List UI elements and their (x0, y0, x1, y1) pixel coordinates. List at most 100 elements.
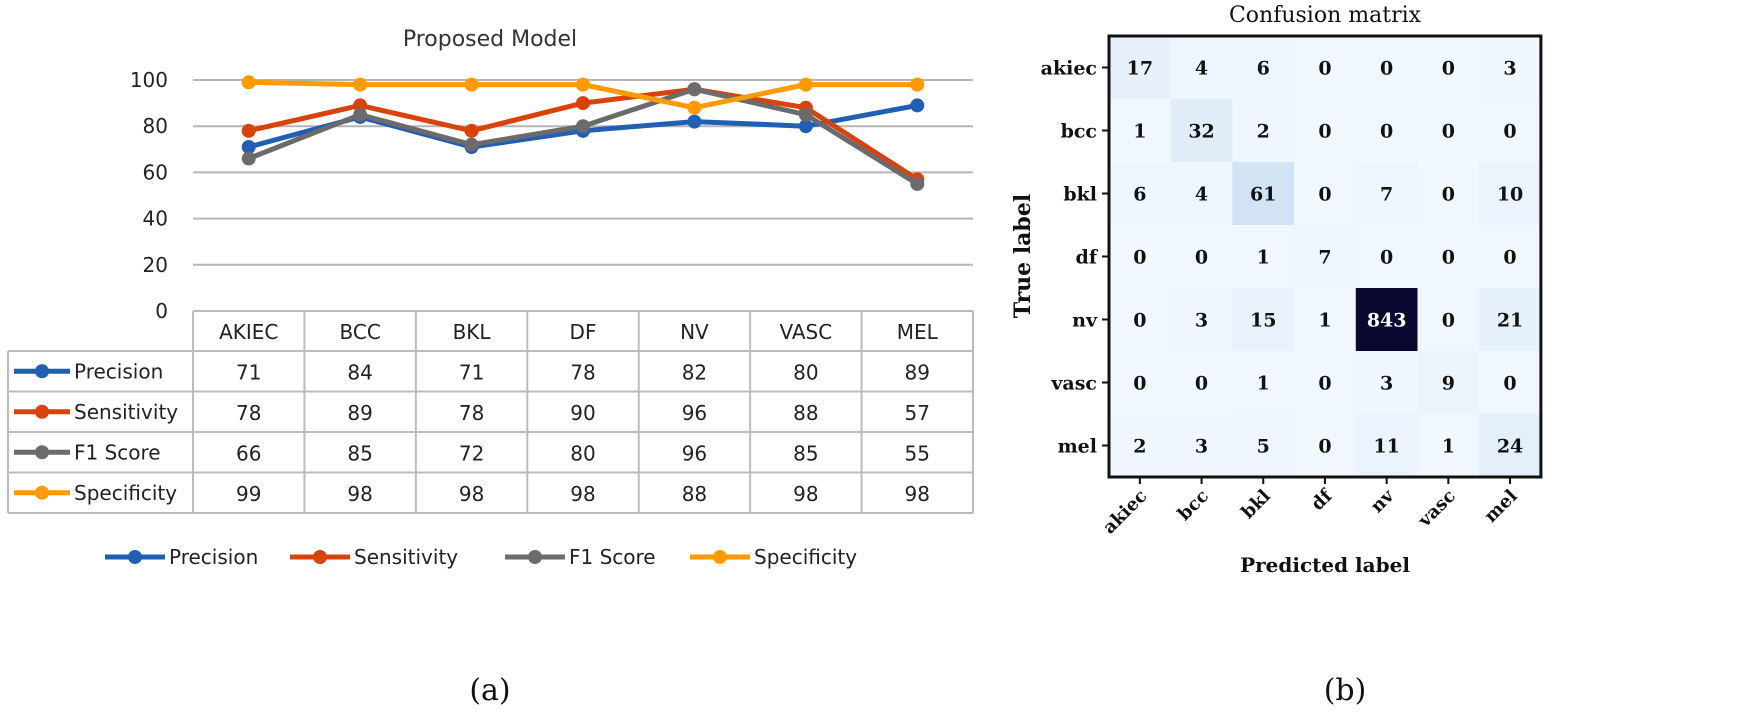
matrix-cell-value: 0 (1133, 247, 1146, 269)
data-point (464, 137, 479, 152)
x-category-label: NV (680, 320, 709, 344)
matrix-cell-value: 0 (1442, 121, 1455, 143)
matrix-cell-value: 0 (1133, 310, 1146, 332)
table-cell-value: 82 (682, 360, 707, 384)
matrix-title: Confusion matrix (1229, 3, 1422, 28)
chart-title: Proposed Model (403, 27, 577, 52)
matrix-cell (1294, 288, 1357, 352)
matrix-cell-value: 9 (1442, 373, 1455, 395)
matrix-cell-value: 0 (1503, 247, 1516, 269)
matrix-cell (1170, 162, 1233, 226)
data-point (241, 151, 256, 166)
matrix-cell (1109, 351, 1172, 415)
table-legend-marker (35, 485, 49, 500)
matrix-cell (1294, 225, 1357, 289)
matrix-cell (1170, 225, 1233, 289)
table-cell-value: 98 (570, 482, 595, 506)
matrix-cell (1417, 414, 1480, 478)
x-category-label: DF (570, 320, 597, 344)
y-tick-label: vasc (1050, 373, 1097, 395)
data-point (576, 119, 590, 134)
matrix-cell (1170, 99, 1233, 163)
legend-marker (313, 550, 327, 564)
y-tick-label: 40 (143, 207, 168, 231)
data-point (353, 107, 368, 122)
table-cell-value: 71 (236, 360, 261, 384)
x-tick-label: bcc (1174, 486, 1213, 525)
y-tick-label: mel (1058, 436, 1097, 458)
matrix-cell-value: 0 (1318, 373, 1331, 395)
data-point (241, 139, 256, 154)
x-tick-label: nv (1367, 485, 1399, 517)
table-cell-value: 80 (793, 360, 818, 384)
data-point (464, 123, 479, 138)
matrix-cell-value: 0 (1503, 373, 1516, 395)
table-cell-value: 71 (459, 360, 484, 384)
matrix-cell (1170, 288, 1233, 352)
matrix-cell-value: 21 (1497, 310, 1523, 332)
matrix-cell (1479, 225, 1542, 289)
table-cell-value: 85 (347, 441, 372, 465)
table-cell-value: 84 (347, 360, 372, 384)
table-cell-value: 96 (682, 441, 707, 465)
matrix-cell (1232, 36, 1295, 100)
x-tick-label: df (1307, 485, 1337, 515)
table-cell-value: 88 (682, 482, 707, 506)
legend-marker (128, 550, 142, 564)
matrix-cell-value: 7 (1380, 184, 1393, 206)
data-point (241, 75, 256, 90)
table-cell-value: 98 (793, 482, 818, 506)
data-point (353, 77, 368, 92)
series-f1-score (241, 82, 925, 191)
matrix-cell (1232, 99, 1295, 163)
y-tick-label: akiec (1041, 58, 1097, 80)
matrix-cell-value: 0 (1380, 121, 1393, 143)
matrix-cell-value: 3 (1195, 310, 1208, 332)
matrix-cell (1355, 36, 1418, 100)
x-category-label: MEL (897, 320, 939, 344)
matrix-cell-value: 15 (1250, 310, 1276, 332)
matrix-cell-value: 10 (1497, 184, 1523, 206)
matrix-cell (1417, 288, 1480, 352)
data-point (241, 123, 256, 138)
table-legend-marker (35, 364, 49, 379)
y-tick-label: 60 (143, 160, 168, 184)
data-point (798, 107, 813, 122)
matrix-cell-value: 61 (1250, 184, 1276, 206)
matrix-cell-value: 0 (1380, 247, 1393, 269)
matrix-cell-value: 0 (1442, 247, 1455, 269)
matrix-cell-value: 5 (1257, 436, 1270, 458)
matrix-cell (1109, 288, 1172, 352)
matrix-cell-value: 843 (1367, 310, 1407, 332)
matrix-cell-value: 1 (1318, 310, 1331, 332)
y-tick-label: 20 (143, 253, 168, 277)
matrix-cell-value: 1 (1442, 436, 1455, 458)
matrix-cell-value: 0 (1442, 310, 1455, 332)
table-cell-value: 98 (347, 482, 372, 506)
table-cell-value: 99 (236, 482, 261, 506)
matrix-cell (1355, 288, 1418, 352)
matrix-cell-value: 1 (1133, 121, 1146, 143)
matrix-cell-value: 0 (1195, 373, 1208, 395)
matrix-cell-value: 0 (1503, 121, 1516, 143)
matrix-cell-value: 11 (1373, 436, 1399, 458)
legend: Precision Sensitivity F1 Score Specificity (105, 545, 857, 569)
x-category-label: BCC (339, 320, 380, 344)
y-axis-label: True label (1010, 194, 1036, 318)
data-table: AKIEC BCC BKL DF NV VASC MEL Precision 71 84 71 78 8… (7, 310, 974, 514)
y-tick-label: bkl (1063, 184, 1097, 206)
matrix-cell-value: 4 (1195, 184, 1208, 206)
matrix-cell-value: 3 (1195, 436, 1208, 458)
y-tick-label: 80 (143, 114, 168, 138)
matrix-cell (1170, 351, 1233, 415)
matrix-cell (1479, 162, 1542, 226)
matrix-cell (1109, 99, 1172, 163)
table-row-label: Precision (74, 359, 163, 383)
matrix-cell-value: 32 (1188, 121, 1214, 143)
matrix-cell (1232, 414, 1295, 478)
matrix-cell (1355, 162, 1418, 226)
matrix-cell-value: 1 (1257, 373, 1270, 395)
data-point (687, 114, 702, 129)
table-cell-value: 98 (459, 482, 484, 506)
matrix-cell-value: 17 (1127, 58, 1153, 80)
